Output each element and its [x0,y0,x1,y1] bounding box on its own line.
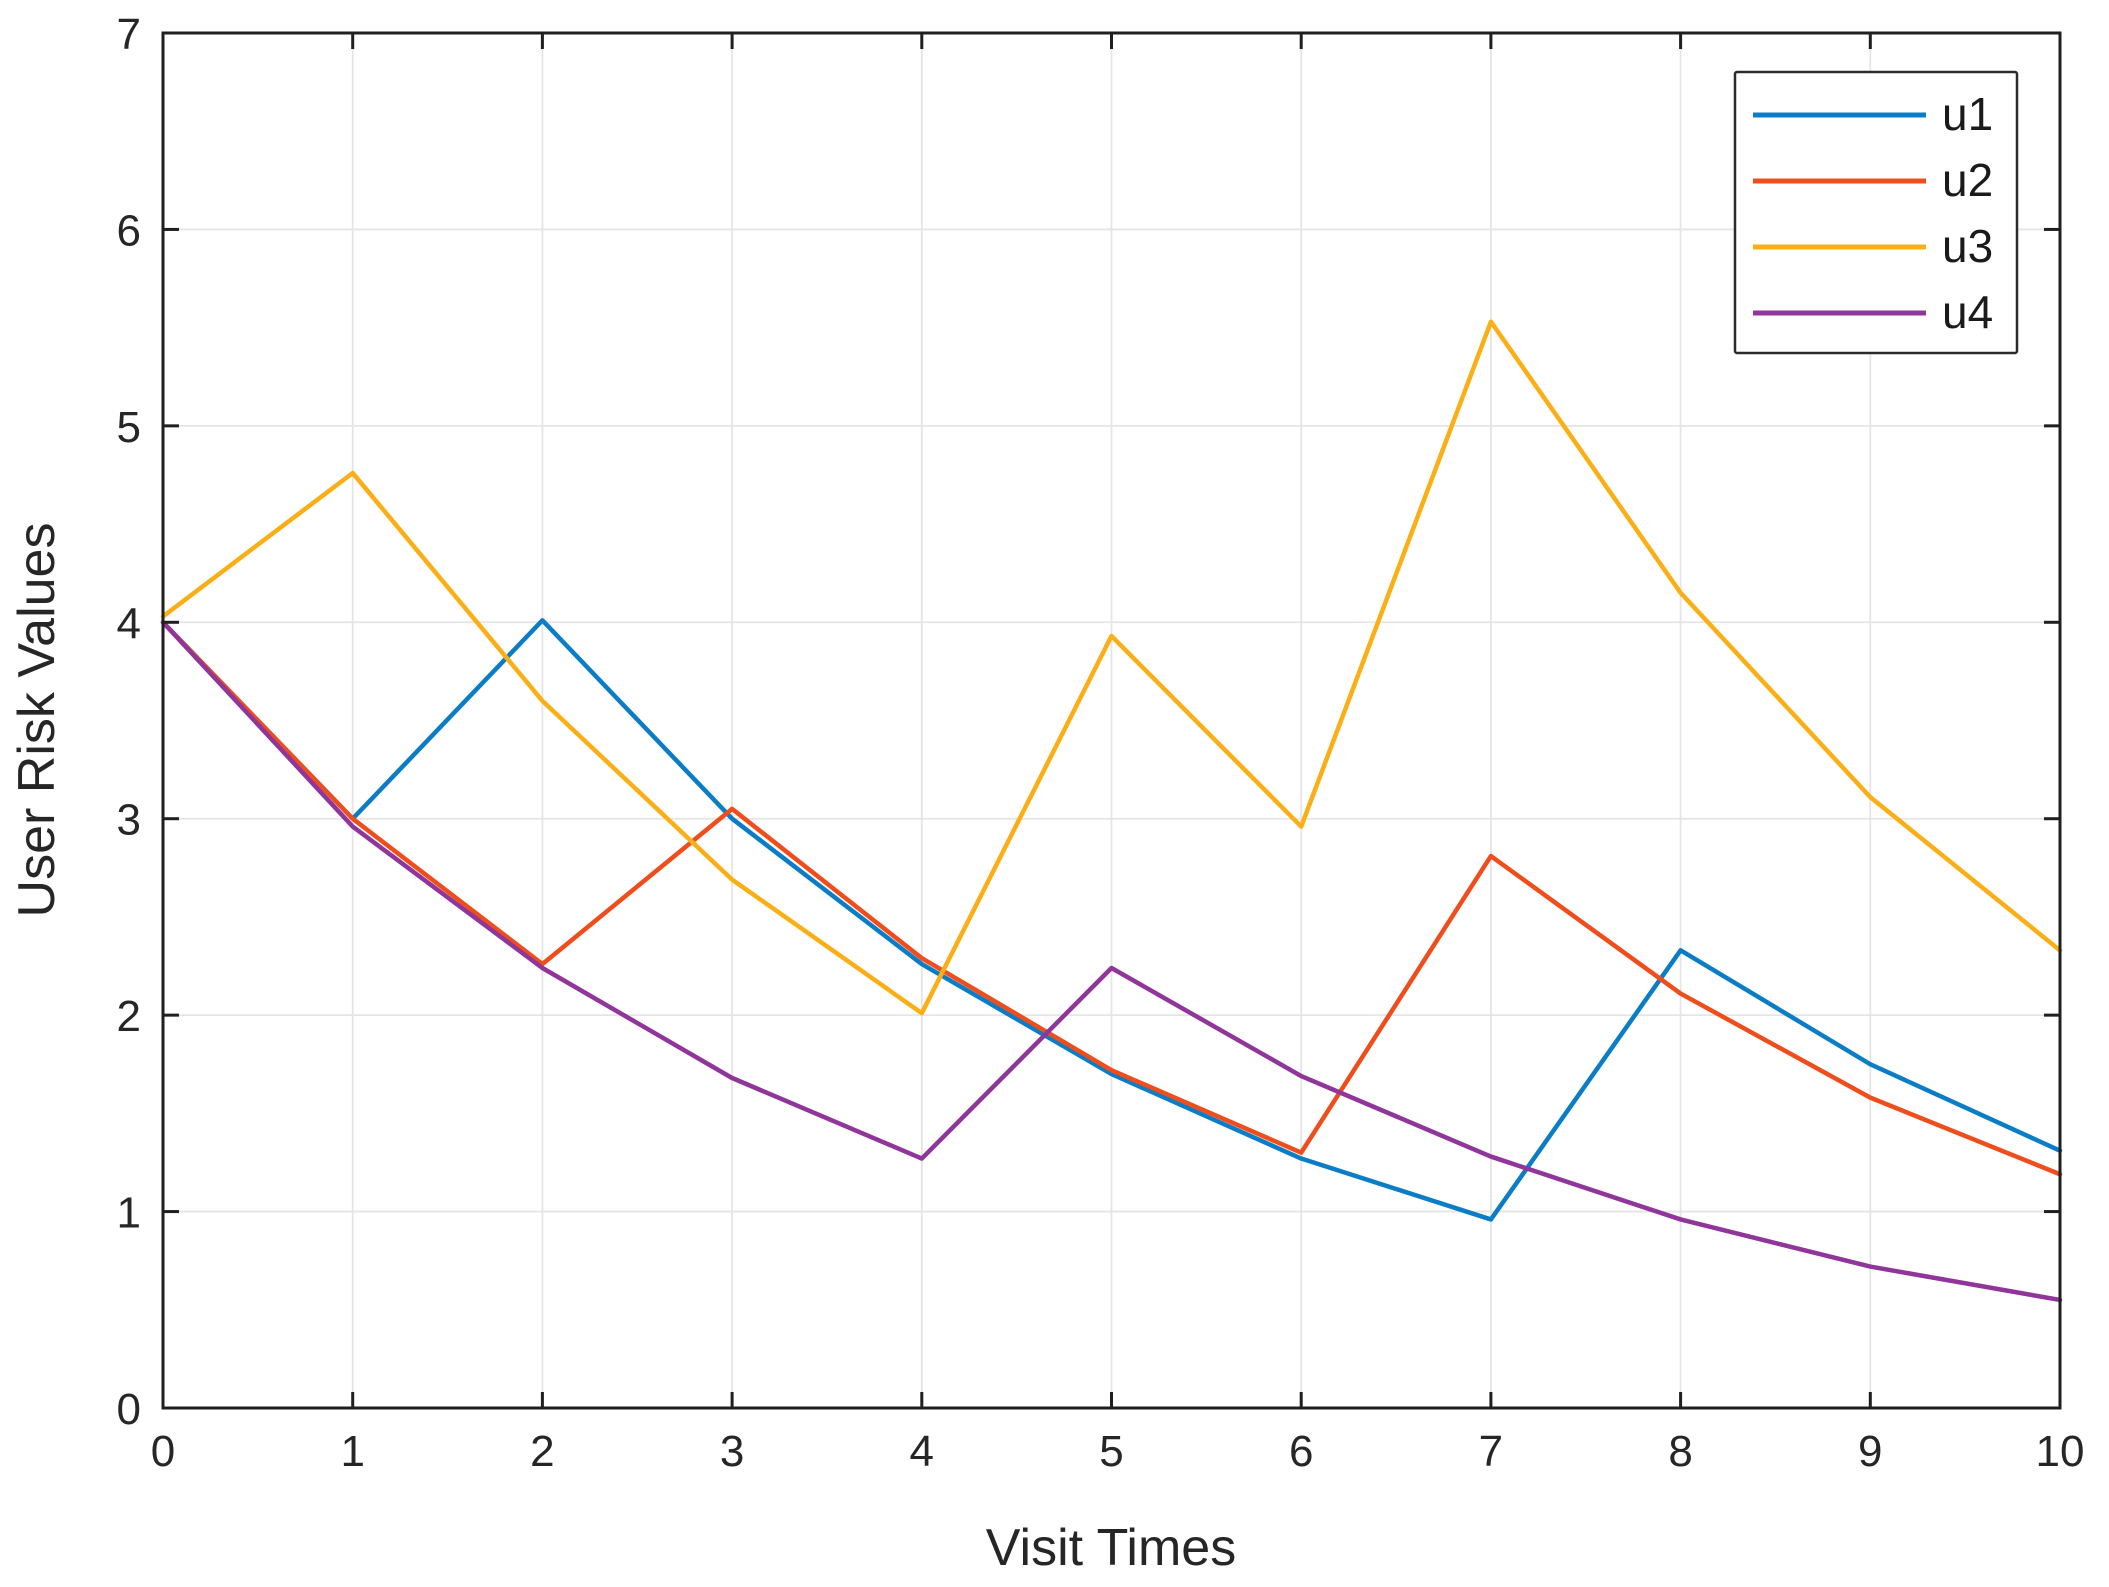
legend-box [1733,70,2019,355]
x-tick-label: 7 [1479,1427,1503,1476]
series-line-u3 [160,319,2063,1016]
legend-label-u2: u2 [1942,154,1993,206]
legend-label-u3: u3 [1942,220,1993,272]
series-line-u1 [160,618,2063,1222]
x-tick-label: 4 [910,1427,934,1476]
y-tick-label: 7 [117,10,141,59]
y-tick-label: 5 [117,403,141,452]
y-tick-label: 4 [117,599,141,648]
plot-border [161,31,2062,1410]
x-tick-label: 0 [151,1427,175,1476]
y-axis-label: User Risk Values [8,523,66,918]
y-tick-label: 6 [117,206,141,255]
x-tick-label: 8 [1668,1427,1692,1476]
legend: u1 u2 u3 u4 [1733,70,2019,355]
y-tick-label: 3 [117,796,141,845]
series-line-u2 [160,620,2063,1177]
series-line-u4 [160,620,2063,1303]
x-tick-label: 6 [1289,1427,1313,1476]
series-layer [160,319,2063,1303]
x-axis-label: Visit Times [986,1519,1236,1577]
tick-label-layer: 0 1 2 3 4 5 6 7 8 9 10 0 1 2 3 4 5 6 7 [117,10,2085,1476]
frame-layer [161,31,2062,1410]
x-tick-label: 1 [340,1427,364,1476]
x-tick-label: 2 [530,1427,554,1476]
y-tick-label: 2 [117,992,141,1041]
x-tick-label: 10 [2036,1427,2085,1476]
y-tick-label: 1 [117,1189,141,1238]
x-tick-label: 9 [1858,1427,1882,1476]
y-tick-label: 0 [117,1385,141,1434]
x-tick-label: 5 [1099,1427,1123,1476]
x-tick-label: 3 [720,1427,744,1476]
legend-label-u1: u1 [1942,88,1993,140]
legend-label-u4: u4 [1942,286,1993,338]
